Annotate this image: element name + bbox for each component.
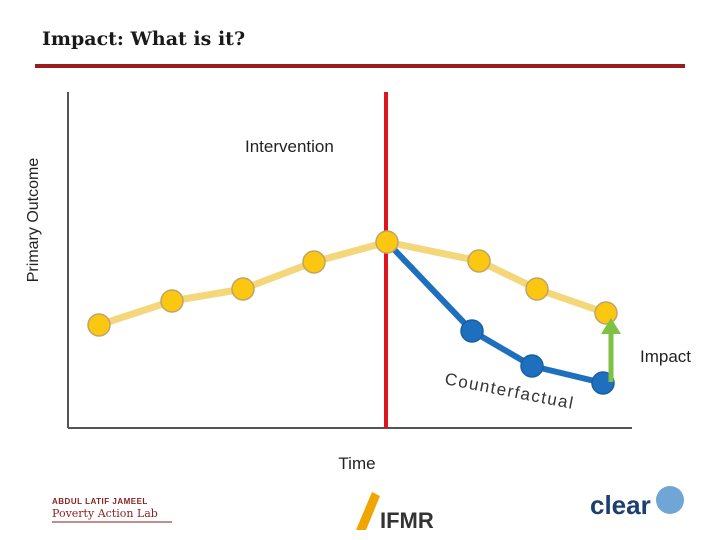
- logo-clear: clear: [590, 490, 651, 520]
- point: [160, 289, 184, 313]
- logo-clear-globe: [656, 486, 684, 514]
- point: [467, 249, 491, 273]
- slide-title: Impact: What is it?: [42, 28, 245, 50]
- x-axis-label: Time: [338, 454, 375, 473]
- logo-ifmr-mark: [356, 492, 380, 530]
- logo-jpal-top: ABDUL LATIF JAMEEL: [52, 497, 148, 506]
- logo-ifmr: IFMR: [380, 508, 434, 533]
- logo-jpal-bottom: Poverty Action Lab: [52, 507, 158, 520]
- intervention-label: Intervention: [245, 137, 334, 156]
- impact-arrow-head: [601, 318, 621, 334]
- point: [87, 313, 111, 337]
- point: [231, 277, 255, 301]
- point: [375, 230, 399, 254]
- y-axis-label: Primary Outcome: [25, 158, 42, 283]
- title-rule: [35, 64, 685, 68]
- point: [594, 301, 618, 325]
- point: [520, 354, 544, 378]
- point: [302, 250, 326, 274]
- point: [460, 319, 484, 343]
- outcome-points: [87, 230, 618, 337]
- point: [525, 277, 549, 301]
- counterfactual-line: [384, 239, 604, 386]
- impact-label: Impact: [640, 347, 691, 366]
